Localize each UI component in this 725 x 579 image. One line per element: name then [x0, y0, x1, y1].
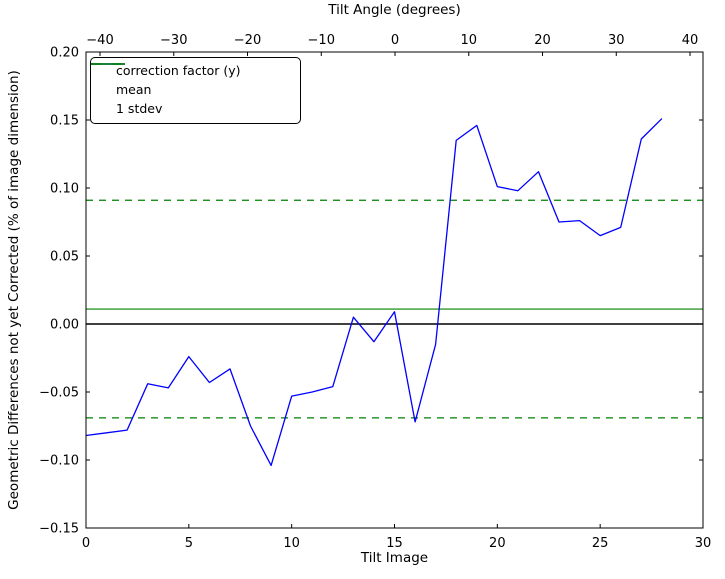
x-tick-label: 25 — [592, 536, 609, 551]
top-tick-label: 20 — [534, 33, 551, 48]
legend-item-stdev: 1 stdev — [91, 63, 300, 119]
y-tick-label: 0.15 — [50, 114, 79, 129]
x-tick-label: 0 — [82, 536, 90, 551]
x-tick-label: 30 — [695, 536, 712, 551]
x-tick-label: 15 — [386, 536, 403, 551]
y-tick-label: 0.00 — [50, 318, 79, 333]
y-tick-label: 0.05 — [50, 250, 79, 265]
top-axis-title: Tilt Angle (degrees) — [328, 2, 461, 18]
top-tick-label: −30 — [160, 33, 187, 48]
top-tick-label: −10 — [308, 33, 335, 48]
top-tick-label: −20 — [234, 33, 261, 48]
top-tick-label: 30 — [608, 33, 625, 48]
legend-box: correction factor (y) mean 1 stdev — [90, 57, 301, 124]
y-tick-label: −0.15 — [39, 522, 79, 537]
y-tick-label: 0.20 — [50, 46, 79, 61]
top-tick-label: −40 — [86, 33, 113, 48]
top-tick-label: 0 — [391, 33, 399, 48]
legend-label: correction factor (y) — [116, 63, 241, 79]
legend-item-mean: mean — [91, 63, 300, 100]
top-tick-label: 10 — [460, 33, 477, 48]
legend-label: mean — [116, 82, 152, 98]
x-tick-label: 5 — [185, 536, 193, 551]
x-tick-label: 20 — [489, 536, 506, 551]
x-tick-label: 10 — [283, 536, 300, 551]
legend-line-swatch — [91, 63, 125, 65]
y-tick-label: 0.10 — [50, 182, 79, 197]
top-tick-label: 40 — [682, 33, 699, 48]
y-tick-label: −0.10 — [39, 454, 79, 469]
series-line — [85, 118, 663, 467]
y-tick-label: −0.05 — [39, 386, 79, 401]
legend-label: 1 stdev — [116, 101, 163, 117]
x-axis-title: Tilt Image — [360, 550, 429, 566]
legend-item-correction-factor: correction factor (y) — [91, 62, 300, 81]
